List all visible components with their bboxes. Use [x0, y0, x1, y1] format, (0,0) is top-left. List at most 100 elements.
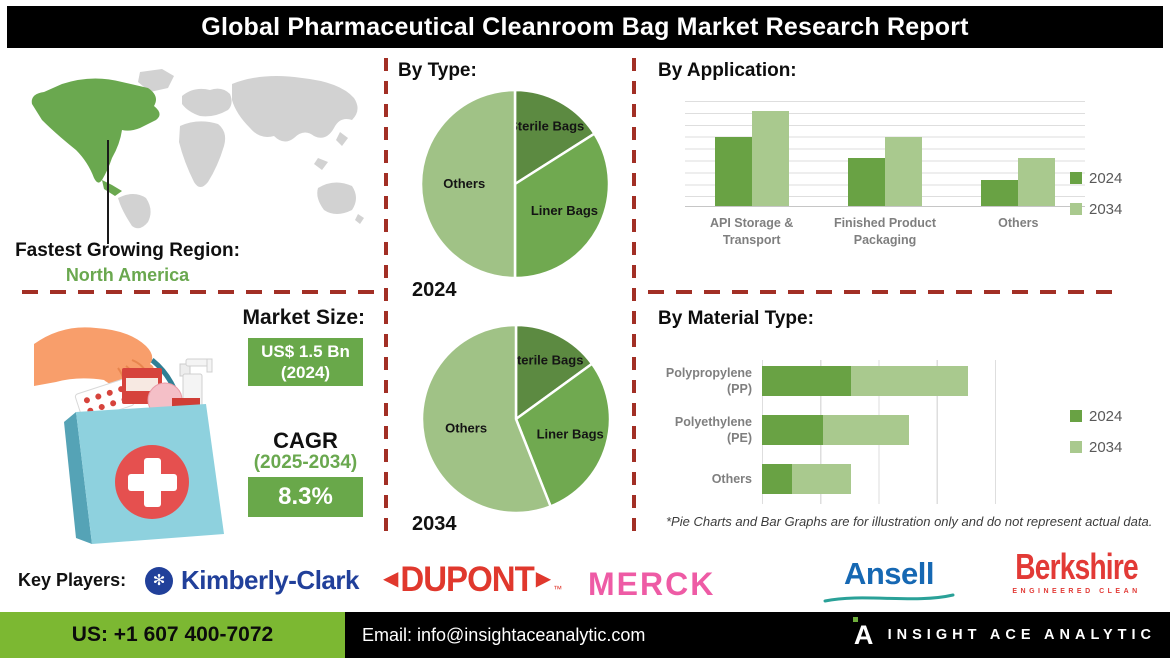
dupont-right-cap-icon: ▶	[535, 568, 552, 590]
application-category-label: API Storage & Transport	[709, 216, 794, 247]
kimberly-clark-flower-icon: ✻	[145, 566, 173, 595]
pie-2024-caption: 2024	[412, 279, 457, 301]
pie-slice-label: Others	[443, 176, 485, 191]
legend-swatch-2024	[1070, 172, 1082, 184]
pie-slice-sterile-bags	[513, 88, 596, 186]
material-category-label: Polyethylene (PE)	[674, 414, 752, 445]
application-category-axis: API Storage & Transport Finished Product …	[685, 215, 1085, 259]
pie-slice-label: Sterile Bags	[508, 352, 583, 367]
pie-slice-label: Others	[445, 421, 487, 436]
by-type-heading: By Type:	[398, 60, 477, 81]
market-size-label: Market Size:	[242, 306, 365, 329]
bar-2024-cat0	[714, 137, 752, 206]
pie-slice-others	[420, 323, 552, 515]
material-bar-track	[762, 415, 996, 445]
pie-chart-2024: Sterile Bags Liner Bags Others	[419, 88, 611, 280]
horizontal-divider-left	[22, 290, 380, 294]
legend-label-2034: 2034	[1089, 200, 1123, 218]
market-size-value: US$ 1.5 Bn	[261, 341, 350, 361]
report-title-bar: Global Pharmaceutical Cleanroom Bag Mark…	[7, 6, 1163, 48]
page-title: Global Pharmaceutical Cleanroom Bag Mark…	[201, 12, 969, 41]
footer-email: Email: info@insightaceanalytic.com	[362, 624, 646, 645]
merck-logo: MERCK	[588, 566, 715, 603]
legend-label-2034: 2034	[1089, 438, 1123, 456]
legend-label-2024: 2024	[1089, 169, 1123, 187]
pie-chart-2034: Sterile Bags Liner Bags Others	[420, 323, 612, 515]
ansell-swoosh-icon	[823, 593, 955, 603]
legend-swatch-2024	[1070, 410, 1082, 422]
material-bar-track	[762, 464, 996, 494]
material-row: Polyethylene (PE)	[648, 415, 1128, 445]
world-map	[31, 69, 364, 229]
pie-slice-sterile-bags	[514, 323, 594, 421]
insight-ace-analytic-logo: A INSIGHT ACE ANALYTIC	[852, 612, 1156, 658]
berkshire-tagline: ENGINEERED CLEAN	[1012, 588, 1141, 595]
region-label: Fastest Growing Region:	[15, 240, 240, 261]
bar-2024-cat1	[848, 158, 885, 206]
application-category-label: Finished Product Packaging	[833, 216, 937, 247]
region-value: North America	[65, 265, 190, 285]
pie-2034-caption: 2034	[412, 513, 457, 535]
kimberly-clark-wordmark: Kimberly-Clark	[181, 565, 359, 595]
dupont-left-cap-icon: ◀	[383, 568, 399, 590]
key-players-label: Key Players:	[18, 570, 127, 590]
legend-item-2024: 2024	[1070, 169, 1165, 187]
cagr-label: CAGR	[273, 428, 338, 453]
legend-item-2024: 2024	[1070, 407, 1165, 425]
dupont-trademark: ™	[553, 584, 563, 594]
medical-bag-illustration	[34, 327, 224, 544]
berkshire-wordmark: Berkshire	[1015, 546, 1138, 587]
footer-phone-block: US: +1 607 400-7072	[0, 612, 345, 658]
pie-slice-others	[419, 88, 517, 280]
bar-2034-cat2	[1018, 158, 1056, 206]
vertical-divider-right	[632, 58, 636, 534]
footer-phone: US: +1 607 400-7072	[71, 623, 274, 646]
pie-slice-label: Sterile Bags	[509, 118, 584, 133]
kimberly-clark-logo: ✻ Kimberly-Clark	[145, 565, 359, 596]
horizontal-divider-right	[648, 290, 1112, 294]
market-size-value-box: US$ 1.5 Bn (2024)	[248, 338, 363, 386]
application-legend: 2024 2034	[1070, 170, 1165, 232]
application-bar-chart	[685, 101, 1085, 207]
pie-slice-liner-bags	[513, 132, 611, 280]
by-application-heading: By Application:	[658, 60, 797, 81]
material-row: Others	[648, 464, 1128, 494]
brand-glyph: A	[853, 620, 874, 650]
cagr-value: 8.3%	[278, 483, 333, 510]
dupont-logo: ◀ DUPONT ▶ ™	[383, 558, 563, 598]
by-material-heading: By Material Type:	[658, 308, 814, 329]
cagr-value-box: 8.3%	[248, 477, 363, 517]
legend-swatch-2034	[1070, 441, 1082, 453]
legend-item-2034: 2034	[1070, 200, 1165, 218]
map-pointer-line	[107, 140, 109, 244]
fastest-growing-region: Fastest Growing Region: North America	[0, 240, 255, 286]
bar-2024-cat2	[981, 179, 1019, 206]
bar-segment-2034	[822, 415, 910, 445]
brand-green-dot-icon	[852, 617, 858, 622]
cagr-period: (2025-2034)	[253, 452, 358, 473]
material-category-label: Others	[711, 471, 752, 486]
bar-segment-2024	[762, 366, 851, 396]
map-region-north-america	[31, 78, 160, 183]
pie-slice-label: Liner Bags	[537, 427, 604, 442]
merck-wordmark: MERCK	[588, 566, 716, 602]
bar-segment-2024	[762, 415, 823, 445]
material-bar-chart: Polypropylene (PP) Polyethylene (PE) Other…	[648, 352, 1128, 512]
material-bar-track	[762, 366, 996, 396]
bar-segment-2034	[850, 366, 968, 396]
market-size-year: (2024)	[280, 363, 331, 382]
material-row: Polypropylene (PP)	[648, 366, 1128, 396]
legend-item-2034: 2034	[1070, 438, 1165, 456]
legend-label-2024: 2024	[1089, 407, 1123, 425]
material-legend: 2024 2034	[1070, 408, 1165, 470]
ansell-wordmark: Ansell	[843, 556, 935, 591]
application-category-label: Others	[998, 216, 1039, 230]
bar-2034-cat0	[751, 110, 789, 206]
illustration-disclaimer: *Pie Charts and Bar Graphs are for illus…	[666, 514, 1153, 529]
vertical-divider-left	[384, 58, 388, 534]
brand-wordmark: INSIGHT ACE ANALYTIC	[887, 627, 1156, 643]
bar-2034-cat1	[885, 137, 922, 206]
pie-slice-liner-bags	[514, 362, 612, 508]
pie-slice-label: Liner Bags	[531, 203, 598, 218]
ansell-logo: Ansell	[823, 556, 955, 604]
